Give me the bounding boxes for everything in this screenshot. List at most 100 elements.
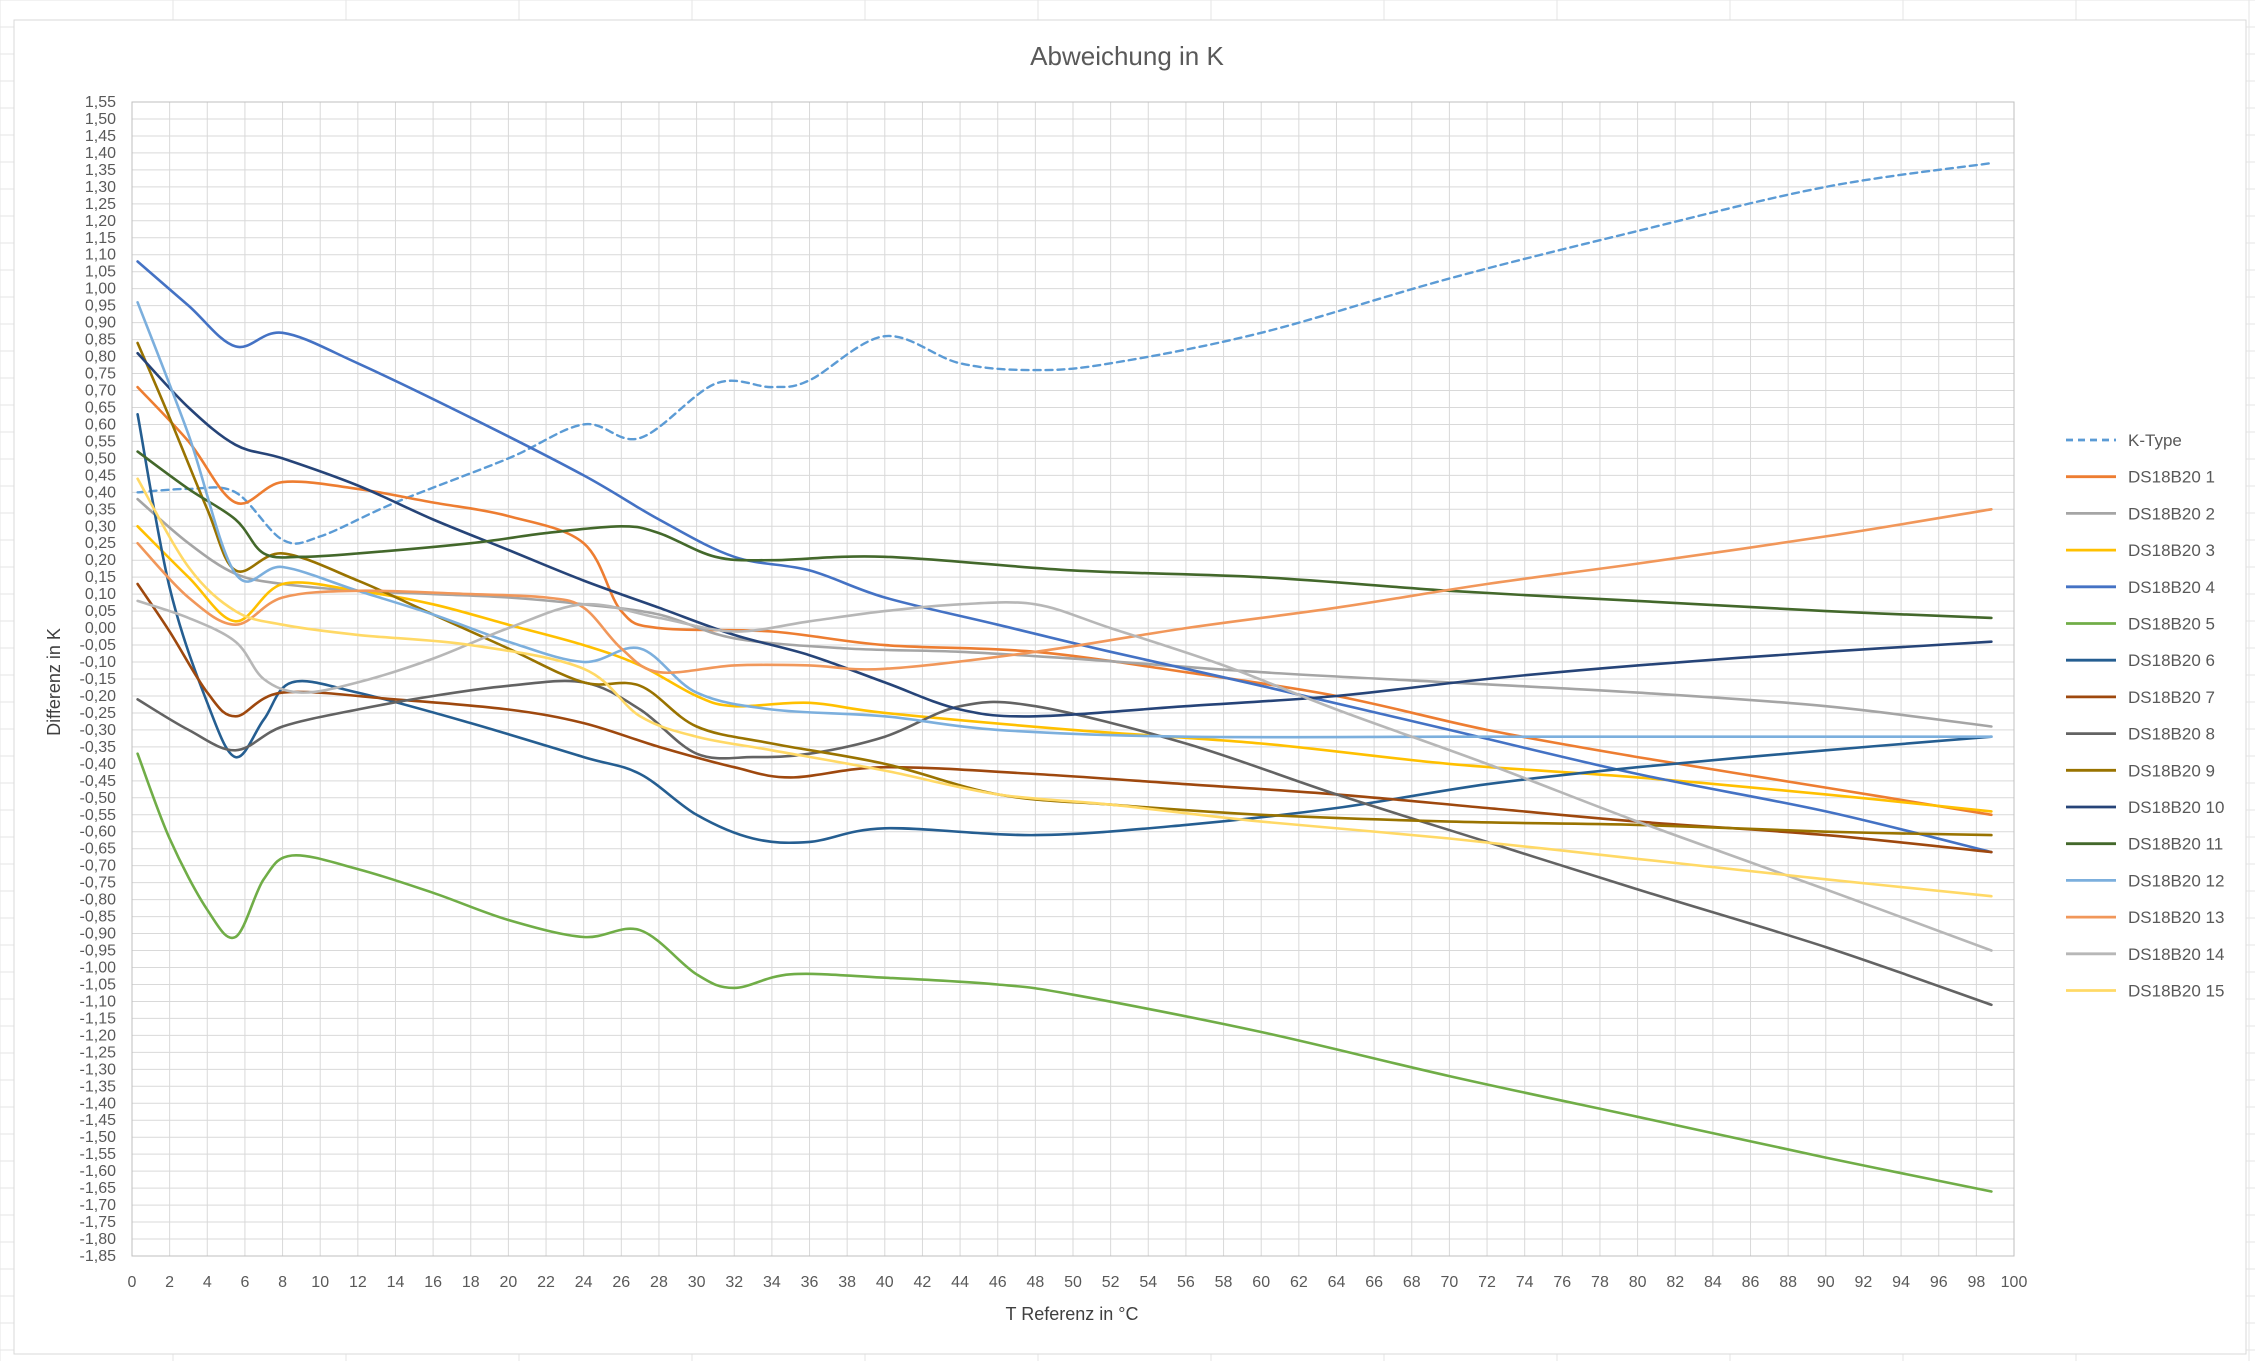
legend-entry-ds18b20-15[interactable]: DS18B20 15 [2066, 982, 2224, 1001]
y-tick-label: 0,45 [85, 467, 116, 484]
y-tick-label: 0,85 [85, 332, 116, 349]
legend-entry-ds18b20-4[interactable]: DS18B20 4 [2066, 578, 2215, 597]
x-tick-label: 94 [1892, 1274, 1910, 1291]
legend-label: DS18B20 9 [2128, 761, 2215, 780]
legend-entry-ds18b20-1[interactable]: DS18B20 1 [2066, 468, 2215, 487]
plot-gridlines [131, 101, 2015, 1257]
x-tick-label: 76 [1553, 1274, 1571, 1291]
x-tick-label: 58 [1215, 1274, 1233, 1291]
x-tick-label: 96 [1930, 1274, 1948, 1291]
series-line-ds18b20-6[interactable] [136, 413, 1993, 845]
y-tick-label: 0,10 [85, 586, 116, 603]
y-tick-label: 1,05 [85, 264, 116, 281]
y-tick-label: -0,85 [80, 909, 117, 926]
y-tick-label: 0,70 [85, 383, 116, 400]
legend-entry-ds18b20-8[interactable]: DS18B20 8 [2066, 725, 2215, 744]
y-tick-label: 1,40 [85, 145, 116, 162]
y-tick-label: -1,80 [80, 1231, 117, 1248]
y-tick-label: -0,60 [80, 824, 117, 841]
y-tick-label: -1,55 [80, 1146, 117, 1163]
y-tick-label: -1,70 [80, 1197, 117, 1214]
y-tick-label: -1,00 [80, 960, 117, 977]
y-tick-label: 1,50 [85, 111, 116, 128]
series-line-ds18b20-4[interactable] [136, 260, 1993, 854]
series-line-ds18b20-8[interactable] [136, 679, 1993, 1007]
x-tick-label: 28 [650, 1274, 668, 1291]
legend-label: DS18B20 3 [2128, 541, 2215, 560]
chart-frame[interactable] [13, 19, 2247, 1355]
x-tick-label: 8 [278, 1274, 287, 1291]
legend-entry-ds18b20-3[interactable]: DS18B20 3 [2066, 541, 2215, 560]
y-tick-label: 0,90 [85, 315, 116, 332]
x-tick-label: 4 [203, 1274, 212, 1291]
legend-entry-ds18b20-6[interactable]: DS18B20 6 [2066, 651, 2215, 670]
y-tick-label: 1,55 [85, 94, 116, 111]
series-lines [136, 161, 1993, 1193]
x-tick-label: 54 [1139, 1274, 1157, 1291]
legend-entry-ds18b20-5[interactable]: DS18B20 5 [2066, 615, 2215, 634]
y-tick-label: -0,75 [80, 875, 117, 892]
x-tick-label: 10 [311, 1274, 329, 1291]
series-line-ds18b20-14[interactable] [136, 599, 1993, 952]
x-tick-label: 62 [1290, 1274, 1308, 1291]
legend[interactable]: K-Type DS18B20 1 DS18B20 2 DS18B20 3 DS18B20… [2066, 431, 2224, 1001]
series-line-ds18b20-2[interactable] [136, 497, 1993, 728]
legend-entry-ds18b20-2[interactable]: DS18B20 2 [2066, 504, 2215, 523]
y-tick-label: -0,25 [80, 705, 117, 722]
y-tick-label: 0,75 [85, 366, 116, 383]
legend-entry-ds18b20-14[interactable]: DS18B20 14 [2066, 945, 2224, 964]
legend-entry-ds18b20-11[interactable]: DS18B20 11 [2066, 835, 2223, 854]
legend-entry-ds18b20-12[interactable]: DS18B20 12 [2066, 871, 2224, 890]
y-tick-label: 0,40 [85, 484, 116, 501]
y-tick-label: 0,00 [85, 620, 116, 637]
y-tick-label: -0,45 [80, 773, 117, 790]
x-tick-label: 84 [1704, 1274, 1722, 1291]
x-tick-label: 50 [1064, 1274, 1082, 1291]
y-tick-label: 0,05 [85, 603, 116, 620]
series-line-ds18b20-1[interactable] [136, 385, 1993, 817]
y-tick-label: -1,05 [80, 976, 117, 993]
x-axis-ticks: 0 2 4 6 8 10 12 14 16 18 20 22 24 26 28 30 32 34 36 38 40 42 4… [128, 1274, 2028, 1291]
y-tick-label: 0,35 [85, 501, 116, 518]
y-tick-label: 0,65 [85, 399, 116, 416]
series-line-ds18b20-12[interactable] [136, 301, 1993, 739]
y-tick-label: -0,30 [80, 722, 117, 739]
series-line-ds18b20-7[interactable] [136, 582, 1993, 854]
y-tick-label: 1,30 [85, 179, 116, 196]
y-axis-ticks: -1,85-1,80-1,75-1,70-1,65-1,60-1,55-1,50… [80, 94, 117, 1265]
legend-label: DS18B20 5 [2128, 615, 2215, 634]
x-tick-label: 18 [462, 1274, 480, 1291]
legend-label: DS18B20 10 [2128, 798, 2224, 817]
y-tick-label: -0,40 [80, 756, 117, 773]
series-line-ds18b20-10[interactable] [136, 351, 1993, 718]
x-tick-label: 72 [1478, 1274, 1496, 1291]
legend-entry-ds18b20-9[interactable]: DS18B20 9 [2066, 761, 2215, 780]
legend-entry-ds18b20-10[interactable]: DS18B20 10 [2066, 798, 2224, 817]
series-line-k-type[interactable] [136, 161, 1993, 545]
legend-label: DS18B20 1 [2128, 468, 2215, 487]
x-tick-label: 74 [1516, 1274, 1534, 1291]
legend-entry-ds18b20-13[interactable]: DS18B20 13 [2066, 908, 2224, 927]
y-tick-label: -1,35 [80, 1078, 117, 1095]
series-line-ds18b20-15[interactable] [136, 477, 1993, 898]
y-tick-label: -0,50 [80, 790, 117, 807]
series-line-ds18b20-9[interactable] [136, 341, 1993, 837]
legend-entry-k-type[interactable]: K-Type [2066, 431, 2182, 450]
y-tick-label: 1,25 [85, 196, 116, 213]
series-line-ds18b20-5[interactable] [136, 752, 1993, 1193]
x-tick-label: 52 [1102, 1274, 1120, 1291]
x-tick-label: 38 [838, 1274, 856, 1291]
series-line-ds18b20-13[interactable] [136, 508, 1993, 675]
x-tick-label: 48 [1026, 1274, 1044, 1291]
y-tick-label: -1,20 [80, 1027, 117, 1044]
x-tick-label: 56 [1177, 1274, 1195, 1291]
y-tick-label: 0,30 [85, 518, 116, 535]
x-tick-label: 20 [500, 1274, 518, 1291]
series-line-ds18b20-3[interactable] [136, 525, 1993, 813]
series-line-ds18b20-11[interactable] [136, 450, 1993, 620]
x-tick-label: 26 [612, 1274, 630, 1291]
legend-entry-ds18b20-7[interactable]: DS18B20 7 [2066, 688, 2215, 707]
x-tick-label: 90 [1817, 1274, 1835, 1291]
plot-border [131, 101, 2015, 1257]
y-tick-label: 0,80 [85, 349, 116, 366]
